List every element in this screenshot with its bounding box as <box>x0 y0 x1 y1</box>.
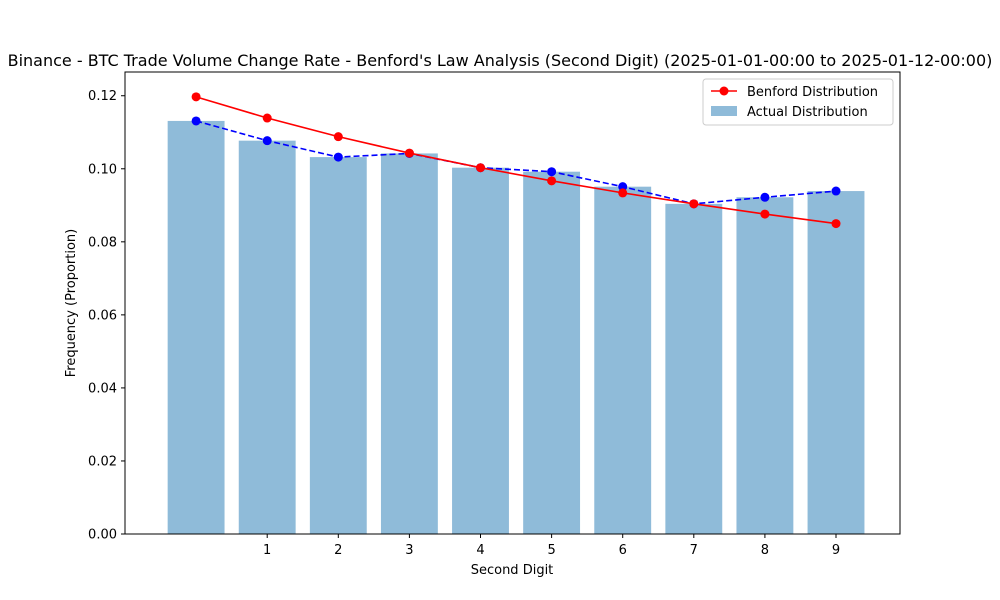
bar-actual-0 <box>167 120 225 534</box>
axes-layer: 0.00 0.02 0.04 0.06 0.08 0.10 0.12 1 2 3 4 5 6 7 8 9 <box>88 71 901 558</box>
actual-line <box>195 120 837 205</box>
bar-actual-6 <box>594 186 652 534</box>
benford-point-8 <box>760 209 770 219</box>
benford-point-1 <box>262 113 272 123</box>
bar-actual-9 <box>807 191 865 534</box>
bar-actual-4 <box>452 167 509 534</box>
bar-actual-7 <box>665 203 723 534</box>
bar-actual-2 <box>309 157 367 534</box>
benford-point-4 <box>476 163 485 173</box>
benford-line <box>195 96 837 225</box>
benford-point-3 <box>404 148 414 158</box>
x-tick-label: 3 <box>405 543 413 558</box>
benford-point-7 <box>689 199 699 209</box>
y-tick-label: 0.08 <box>88 235 117 250</box>
bar-actual-1 <box>238 140 296 534</box>
x-tick-label: 4 <box>476 543 484 558</box>
x-tick-label: 6 <box>619 543 627 558</box>
benford-point-9 <box>831 219 841 229</box>
legend-benford-marker <box>719 86 729 96</box>
benford-point-6 <box>618 188 628 198</box>
benford-point-0 <box>191 92 201 102</box>
chart-title: Binance - BTC Trade Volume Change Rate -… <box>8 51 993 70</box>
actual-point-5 <box>547 167 557 177</box>
y-tick-label: 0.02 <box>88 454 117 469</box>
y-tick-label: 0.06 <box>88 308 117 323</box>
bars-layer <box>167 120 865 534</box>
bar-actual-5 <box>523 171 581 534</box>
legend-actual-label: Actual Distribution <box>747 105 868 120</box>
actual-point-2 <box>333 152 343 162</box>
actual-point-9 <box>831 186 841 196</box>
bar-actual-8 <box>736 197 794 534</box>
y-tick-label: 0.10 <box>88 162 117 177</box>
x-tick-label: 5 <box>547 543 555 558</box>
y-tick-label: 0.00 <box>88 528 117 543</box>
x-tick-label: 2 <box>334 543 342 558</box>
x-tick-label: 7 <box>690 543 698 558</box>
legend-box <box>702 78 894 126</box>
benford-point-2 <box>333 132 343 142</box>
benford-point-5 <box>547 176 557 186</box>
y-tick-label: 0.04 <box>88 381 117 396</box>
y-tick-label: 0.12 <box>88 89 117 104</box>
x-axis-label: Second Digit <box>471 563 554 578</box>
legend-benford-label: Benford Distribution <box>747 85 878 100</box>
x-tick-label: 9 <box>832 543 840 558</box>
legend-actual-swatch <box>711 106 737 116</box>
bar-actual-3 <box>380 153 438 534</box>
y-axis-label: Frequency (Proportion) <box>64 229 79 378</box>
legend: Benford Distribution Actual Distribution <box>702 78 894 126</box>
x-tick-label: 1 <box>263 543 271 558</box>
lines-layer <box>191 92 841 229</box>
plot-frame <box>124 71 901 535</box>
actual-point-1 <box>262 136 272 146</box>
x-tick-label: 8 <box>761 543 769 558</box>
actual-point-0 <box>191 116 201 126</box>
actual-point-6 <box>618 182 628 192</box>
actual-point-8 <box>760 192 770 202</box>
